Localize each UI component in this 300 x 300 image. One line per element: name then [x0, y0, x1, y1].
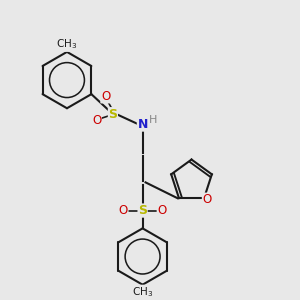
Text: S: S — [138, 204, 147, 217]
Text: CH$_3$: CH$_3$ — [132, 285, 153, 299]
Text: O: O — [157, 204, 167, 217]
Text: O: O — [202, 193, 212, 206]
Text: CH$_3$: CH$_3$ — [56, 38, 78, 51]
Text: S: S — [108, 108, 117, 121]
Text: O: O — [92, 114, 101, 127]
Text: H: H — [149, 115, 157, 125]
Text: O: O — [101, 90, 110, 103]
Text: O: O — [119, 204, 128, 217]
Text: N: N — [137, 118, 148, 131]
